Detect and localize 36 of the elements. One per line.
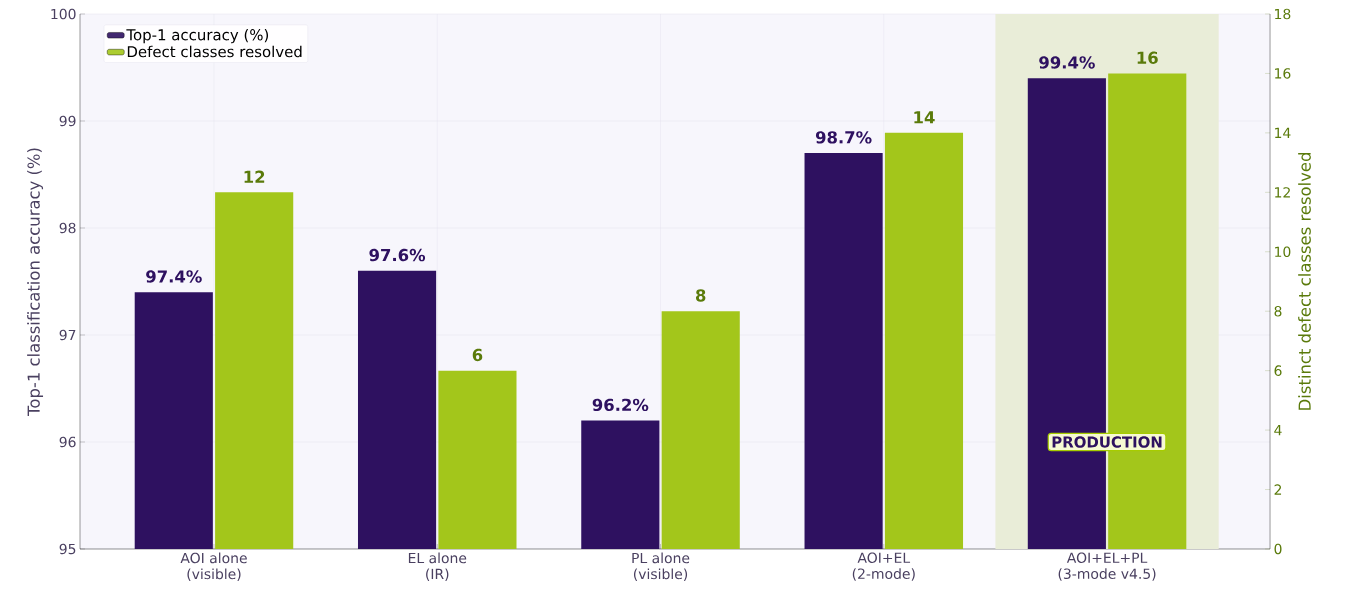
data-label: 96.2% <box>592 398 649 412</box>
y-tick-label: 99 <box>59 115 76 127</box>
legend-label: Defect classes resolved <box>127 45 302 58</box>
legend-label: Top-1 accuracy (%) <box>126 28 269 44</box>
y-axis-title: Top-1 classification accuracy (%) <box>27 148 44 416</box>
data-label: 12 <box>244 170 265 183</box>
x-tick-label: EL alone (IR) <box>408 552 467 581</box>
y2-tick-label: 10 <box>1275 246 1291 258</box>
x-tick-label: AOI+EL (2-mode) <box>852 552 915 581</box>
data-label: 8 <box>695 289 706 302</box>
x-tick-label: PL alone (visible) <box>632 552 690 581</box>
y2-tick-label: 8 <box>1274 305 1282 317</box>
data-label: 99.4% <box>1039 56 1095 69</box>
y-tick-label: 98 <box>59 222 76 234</box>
data-label: 16 <box>1137 51 1158 64</box>
y2-tick-label: 14 <box>1275 127 1291 138</box>
y-tick-label: 96 <box>59 436 76 448</box>
y2-tick-label: 6 <box>1274 365 1282 376</box>
data-label: 14 <box>914 111 935 124</box>
y2-tick-label: 0 <box>1274 543 1282 555</box>
y2-tick-label: 12 <box>1275 187 1290 198</box>
y2-tick-label: 16 <box>1275 68 1291 79</box>
y2-tick-label: 4 <box>1274 425 1282 436</box>
y2-tick-label: 2 <box>1274 484 1282 495</box>
y-tick-label: 97 <box>59 329 76 341</box>
data-label: 98.7% <box>815 131 872 144</box>
annotation: PRODUCTION <box>1052 436 1162 448</box>
y2-tick-label: 18 <box>1275 8 1291 20</box>
data-label: 97.4% <box>146 270 202 283</box>
x-tick-label: AOI+EL+PL (3-mode v4.5) <box>1058 552 1156 581</box>
data-label: 97.6% <box>369 248 426 262</box>
y-tick-label: 100 <box>51 8 76 20</box>
data-label: 6 <box>472 348 483 362</box>
y-tick-label: 95 <box>59 543 76 555</box>
y2-axis-title: Distinct defect classes resolved <box>1298 153 1311 410</box>
x-tick-label: AOI alone (visible) <box>180 552 247 581</box>
